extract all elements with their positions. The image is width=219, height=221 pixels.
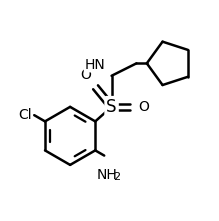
- Text: O: O: [138, 100, 149, 114]
- Text: S: S: [106, 98, 117, 116]
- Text: 2: 2: [113, 172, 120, 182]
- Text: Cl: Cl: [19, 108, 32, 122]
- Text: NH: NH: [97, 168, 118, 182]
- Text: O: O: [80, 68, 91, 82]
- Text: HN: HN: [85, 58, 105, 72]
